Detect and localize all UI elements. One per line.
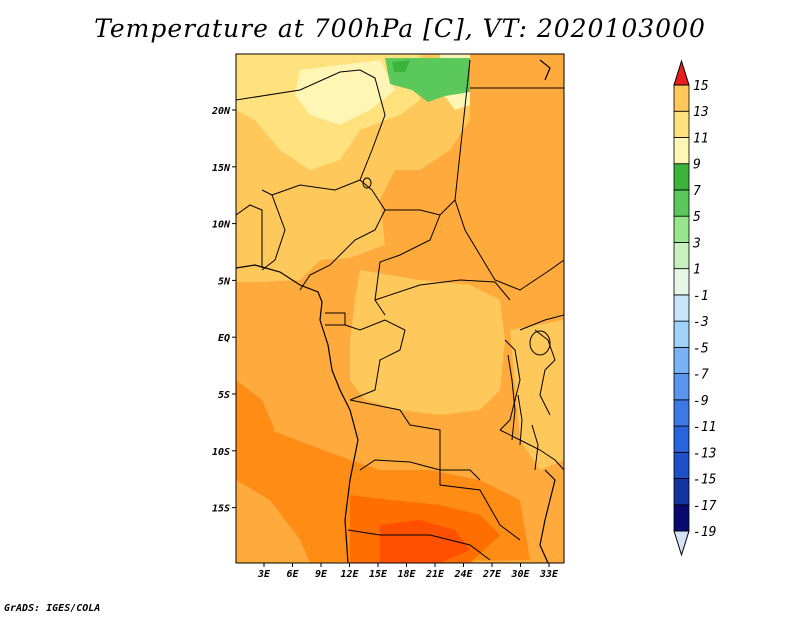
lon-tick-label: 12E [340, 569, 359, 580]
grads-credit: GrADS: IGES/COLA [4, 603, 101, 614]
field-1-3-edge [392, 60, 410, 72]
colorbar-swatch [673, 110, 690, 138]
colorbar-label: -13 [693, 446, 716, 461]
field-7-9-central [350, 270, 505, 415]
colorbar-swatch [673, 320, 690, 348]
field-7-9-east [510, 320, 564, 470]
lat-tick-label: 20N [211, 106, 231, 117]
lon-tick-label: 30E [510, 569, 530, 580]
colorbar-swatch [673, 84, 690, 112]
colorbar-label: -9 [693, 394, 709, 409]
colorbar-swatch [673, 346, 690, 374]
temperature-field [236, 54, 564, 563]
colorbar-swatch [673, 451, 690, 479]
lat-tick-label: EQ [218, 333, 230, 344]
colorbar-swatch [673, 399, 690, 427]
latitude-axis: 20N 15N 10N 5N EQ 5S 10S 15S [211, 106, 236, 515]
lat-tick-label: 15N [212, 163, 231, 174]
colorbar-label: -15 [693, 473, 717, 488]
field-11-13-west [236, 380, 275, 440]
lon-tick-label: 27E [482, 569, 502, 580]
colorbar-swatch [673, 478, 690, 506]
colorbar-label: -11 [693, 420, 716, 435]
lat-tick-label: 10S [212, 447, 230, 458]
boundaries [236, 59, 564, 561]
colorbar-swatch [673, 189, 690, 217]
lon-tick-label: 6E [286, 569, 299, 580]
colorbar-label: 9 [693, 158, 701, 173]
colorbar-swatch [673, 137, 690, 165]
chart-title: Temperature at 700hPa [C], VT: 202010300… [94, 14, 706, 43]
lon-tick-label: 33E [539, 569, 559, 580]
lat-tick-label: 15S [212, 504, 230, 515]
field-3-5-north [295, 60, 395, 125]
colorbar-label: 1 [693, 263, 701, 278]
lat-tick-label: 5S [218, 390, 230, 401]
colorbar-top-arrow [673, 59, 690, 86]
lat-tick-label: 5N [218, 276, 231, 287]
colorbar-swatch [673, 242, 690, 270]
colorbar-label: -17 [693, 499, 717, 514]
colorbar-swatch [673, 425, 690, 453]
colorbar-swatch [673, 294, 690, 322]
lakes [362, 177, 551, 471]
colorbar-swatch [673, 373, 690, 401]
colorbar-swatch [673, 215, 690, 243]
colorbar-label: -5 [693, 341, 709, 356]
colorbar-swatch [673, 163, 690, 191]
colorbar-swatch [673, 504, 690, 532]
lon-tick-label: 24E [453, 569, 473, 580]
map-frame [235, 53, 565, 564]
lon-tick-label: 3E [257, 569, 271, 580]
colorbar-label: 3 [692, 236, 701, 251]
colorbar-swatch [673, 268, 690, 296]
colorbar-label: 15 [693, 79, 709, 94]
colorbar-label: 11 [693, 131, 709, 146]
longitude-axis: 3E 6E 9E 12E 15E 18E 21E 24E 27E 30E 33E [257, 563, 559, 580]
lat-tick-label: 10N [212, 220, 231, 231]
colorbar-label: -7 [693, 368, 709, 383]
colorbar-label: 5 [693, 210, 701, 225]
colorbar-label: -3 [693, 315, 709, 330]
colorbar-bottom-arrow [673, 530, 690, 557]
field-15-plus [380, 520, 470, 563]
lon-tick-label: 21E [425, 569, 445, 580]
colorbar-label: -19 [693, 525, 716, 540]
lon-tick-label: 9E [315, 569, 328, 580]
field-9-11-sw [236, 480, 310, 563]
lon-tick-label: 18E [397, 569, 416, 580]
colorbar-label: 13 [693, 105, 709, 120]
colorbar-label: 7 [693, 184, 701, 199]
coastline [236, 59, 556, 563]
colorbar: 15 13 11 9 7 5 3 1 -1 -3 -5 -7 -9 -11 -13 -15 -17 -19 [673, 59, 717, 557]
lon-tick-label: 15E [369, 569, 388, 580]
colorbar-label: -1 [693, 289, 709, 304]
